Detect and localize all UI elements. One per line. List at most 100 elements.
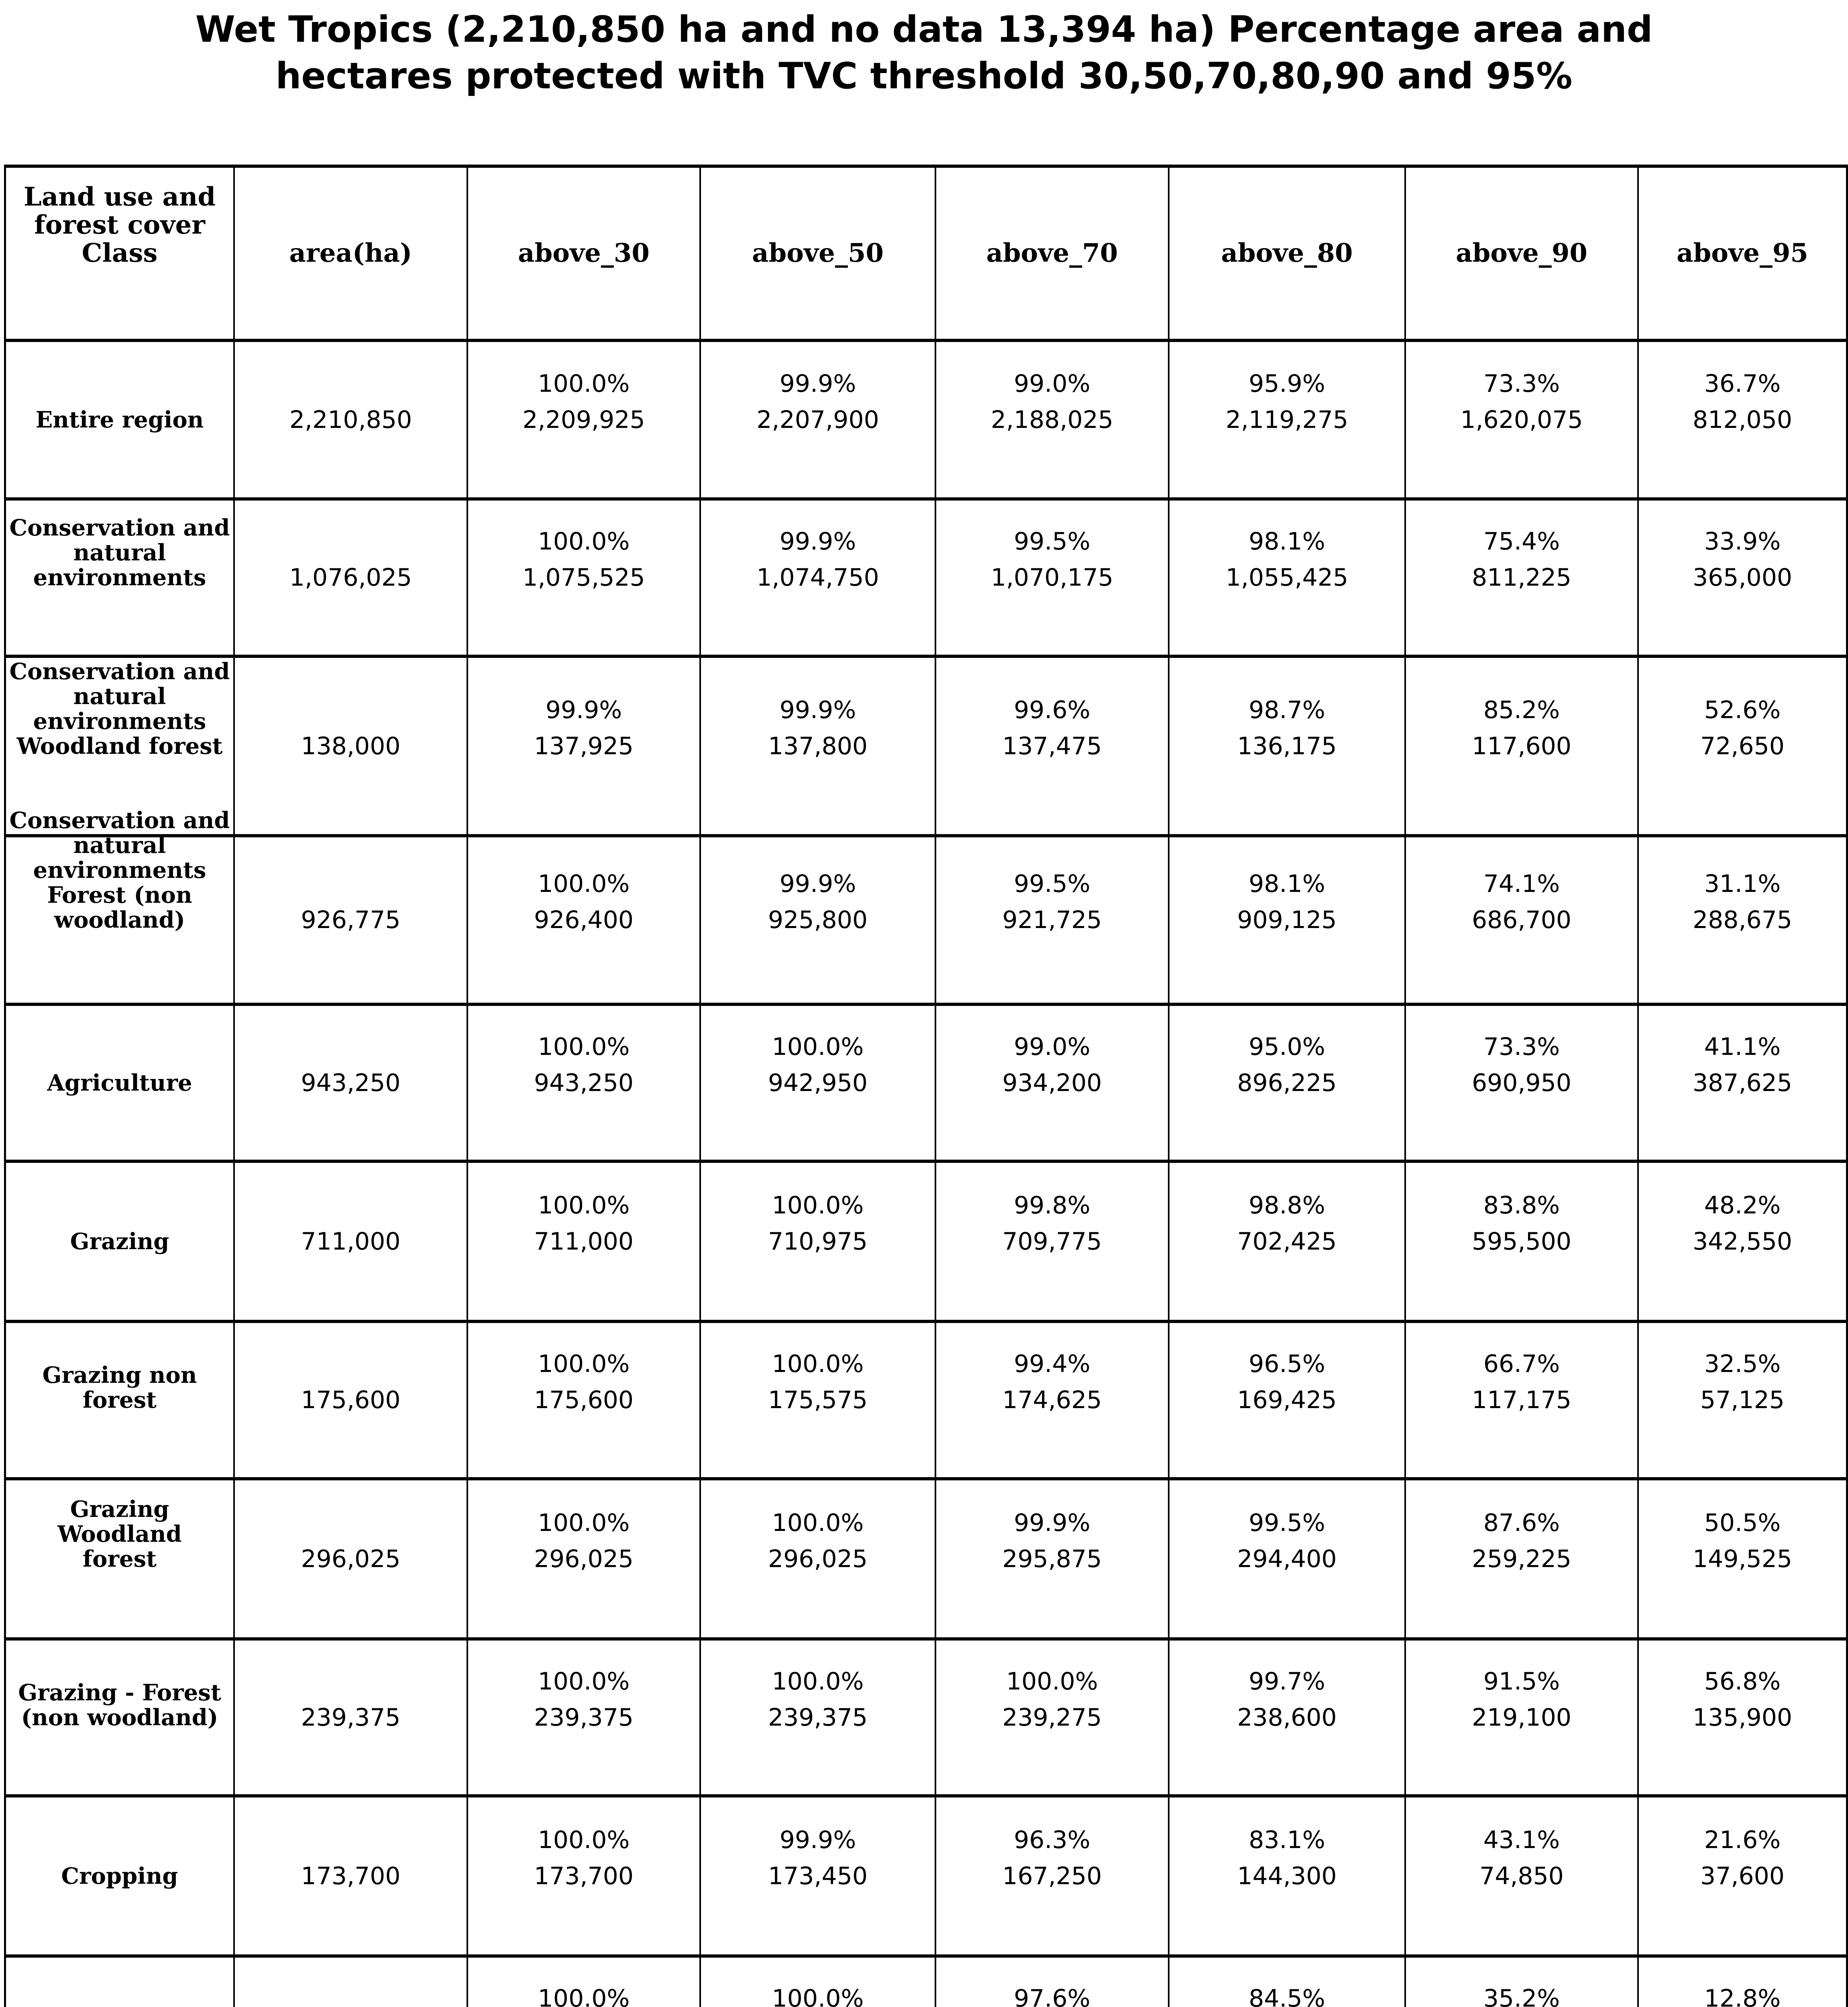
hectares-value: 135,900 — [1692, 1703, 1793, 1732]
threshold-cell: 87.6% 259,225 — [1406, 1480, 1639, 1641]
threshold-cell: 99.9% 295,875 — [936, 1480, 1170, 1641]
hectares-value: 37,600 — [1700, 1862, 1785, 1890]
area-value: 2,210,850 — [289, 405, 412, 434]
row-label: Conservation and natural environments Fo… — [9, 807, 230, 933]
hectares-value: 925,800 — [768, 906, 868, 934]
header-cell: area(ha) — [235, 168, 468, 342]
percent-value: 21.6% — [1704, 1826, 1781, 1854]
threshold-cell: 31.1% 288,675 — [1639, 837, 1846, 1006]
hectares-value: 144,300 — [1237, 1862, 1337, 1890]
table-row-label-cell: Cropping — [6, 1797, 235, 1958]
threshold-cell: 43.1% 74,850 — [1406, 1797, 1639, 1958]
cell-values: 100.0% 239,375 — [468, 1663, 699, 1736]
cell-values: 99.9% 137,800 — [701, 692, 935, 764]
table-row-label-cell: Entire region — [6, 342, 235, 501]
hectares-value: 239,275 — [1002, 1703, 1102, 1732]
area-value: 926,775 — [301, 906, 401, 934]
cell-values: 99.0% 934,200 — [936, 1029, 1168, 1101]
area-cell: 138,000 — [235, 658, 468, 837]
threshold-cell: 36.7% 812,050 — [1639, 342, 1846, 501]
percent-value: 35.2% — [1483, 1985, 1560, 2007]
cell-values: 83.1% 144,300 — [1170, 1822, 1404, 1894]
hectares-value: 2,188,025 — [990, 405, 1114, 434]
cell-values: 41.1% 387,625 — [1639, 1029, 1846, 1101]
threshold-cell: 85.2% 117,600 — [1406, 658, 1639, 837]
cell-values: 33.9% 365,000 — [1639, 523, 1846, 596]
cell-values: 43.1% 74,850 — [1406, 1822, 1637, 1894]
hectares-value: 173,450 — [768, 1862, 868, 1890]
percent-value: 100.0% — [538, 1350, 630, 1378]
percent-value: 100.0% — [772, 1350, 864, 1378]
percent-value: 91.5% — [1483, 1667, 1560, 1696]
percent-value: 100.0% — [772, 1508, 864, 1537]
percent-value: 52.6% — [1704, 696, 1781, 724]
column-header: above_30 — [518, 238, 650, 268]
cell-values: 99.9% 137,925 — [468, 692, 699, 764]
area-value: 943,250 — [301, 1069, 401, 1097]
threshold-cell: 100.0% 239,375 — [701, 1641, 936, 1797]
hectares-value: 896,225 — [1237, 1069, 1337, 1097]
threshold-cell: 99.9% 1,074,750 — [701, 501, 936, 658]
page-title-line1: Wet Tropics (2,210,850 ha and no data 13… — [195, 8, 1653, 51]
hectares-value: 167,250 — [1002, 1862, 1102, 1890]
hectares-value: 174,625 — [1002, 1386, 1102, 1414]
threshold-cell: 99.0% 2,188,025 — [936, 342, 1170, 501]
threshold-cell: 98.8% 702,425 — [1170, 1163, 1406, 1323]
threshold-cell: 100.0% 239,275 — [936, 1641, 1170, 1797]
hectares-value: 294,400 — [1237, 1545, 1337, 1573]
table-row-label-cell: Conservation and natural environments Wo… — [6, 658, 235, 837]
hectares-value: 702,425 — [1237, 1227, 1337, 1256]
percent-value: 100.0% — [538, 1508, 630, 1537]
hectares-value: 117,600 — [1471, 732, 1572, 760]
hectares-value: 811,225 — [1471, 564, 1572, 592]
threshold-cell: 99.5% 921,725 — [936, 837, 1170, 1006]
hectares-value: 1,075,525 — [522, 564, 645, 592]
column-header: Land use and forest cover Class — [23, 182, 216, 268]
cell-values: 21.6% 37,600 — [1639, 1822, 1846, 1894]
hectares-value: 137,800 — [768, 732, 868, 760]
cell-values: 98.1% 909,125 — [1170, 866, 1404, 938]
cell-values: 100.0% 711,000 — [468, 1187, 699, 1260]
threshold-cell: 91.5% 219,100 — [1406, 1641, 1639, 1797]
percent-value: 73.3% — [1483, 369, 1560, 398]
cell-values: 73.3% 690,950 — [1406, 1029, 1637, 1101]
column-header: above_95 — [1677, 238, 1808, 268]
cell-values: 100.0% 239,275 — [936, 1663, 1168, 1736]
cell-values: 95.9% 2,119,275 — [1170, 366, 1404, 438]
hectares-value: 926,400 — [534, 906, 634, 934]
percent-value: 98.1% — [1249, 870, 1325, 898]
percent-value: 99.5% — [1249, 1508, 1325, 1537]
area-value: 173,700 — [301, 1862, 401, 1890]
hectares-value: 259,225 — [1471, 1545, 1572, 1573]
cell-values: 100.0% 239,375 — [701, 1663, 935, 1736]
percent-value: 99.9% — [779, 369, 856, 398]
percent-value: 100.0% — [538, 527, 630, 556]
page-title-line2: hectares protected with TVC threshold 30… — [275, 55, 1573, 97]
column-header: above_80 — [1221, 238, 1353, 268]
row-label: Grazing - Forest (non woodland) — [18, 1679, 221, 1731]
cell-values: 99.9% 173,450 — [701, 1822, 935, 1894]
percent-value: 100.0% — [1006, 1667, 1098, 1696]
cell-values: 85.2% 117,600 — [1406, 692, 1637, 764]
threshold-cell: 100.0% 943,250 — [468, 1006, 701, 1163]
cell-values: 99.8% 709,775 — [936, 1187, 1168, 1260]
hectares-value: 175,600 — [534, 1386, 634, 1414]
threshold-cell: 99.9% 2,207,900 — [701, 342, 936, 501]
percent-value: 99.9% — [779, 870, 856, 898]
area-cell: 1,076,025 — [235, 501, 468, 658]
percent-value: 100.0% — [538, 1985, 630, 2007]
cell-values: 91.5% 219,100 — [1406, 1663, 1637, 1736]
area-cell: 173,700 — [235, 1797, 468, 1958]
hectares-value: 942,950 — [768, 1069, 868, 1097]
cell-values: 73.3% 1,620,075 — [1406, 366, 1637, 438]
percent-value: 43.1% — [1483, 1826, 1560, 1854]
cell-values: 100.0% 296,025 — [468, 1505, 699, 1577]
percent-value: 99.9% — [545, 696, 622, 724]
threshold-cell: 100.0% 175,600 — [468, 1323, 701, 1480]
hectares-value: 219,100 — [1471, 1703, 1572, 1732]
cell-values: 66.7% 117,175 — [1406, 1346, 1637, 1418]
threshold-cell: 33.9% 365,000 — [1639, 501, 1846, 658]
cell-values: 56.8% 135,900 — [1639, 1663, 1846, 1736]
percent-value: 99.4% — [1014, 1350, 1090, 1378]
